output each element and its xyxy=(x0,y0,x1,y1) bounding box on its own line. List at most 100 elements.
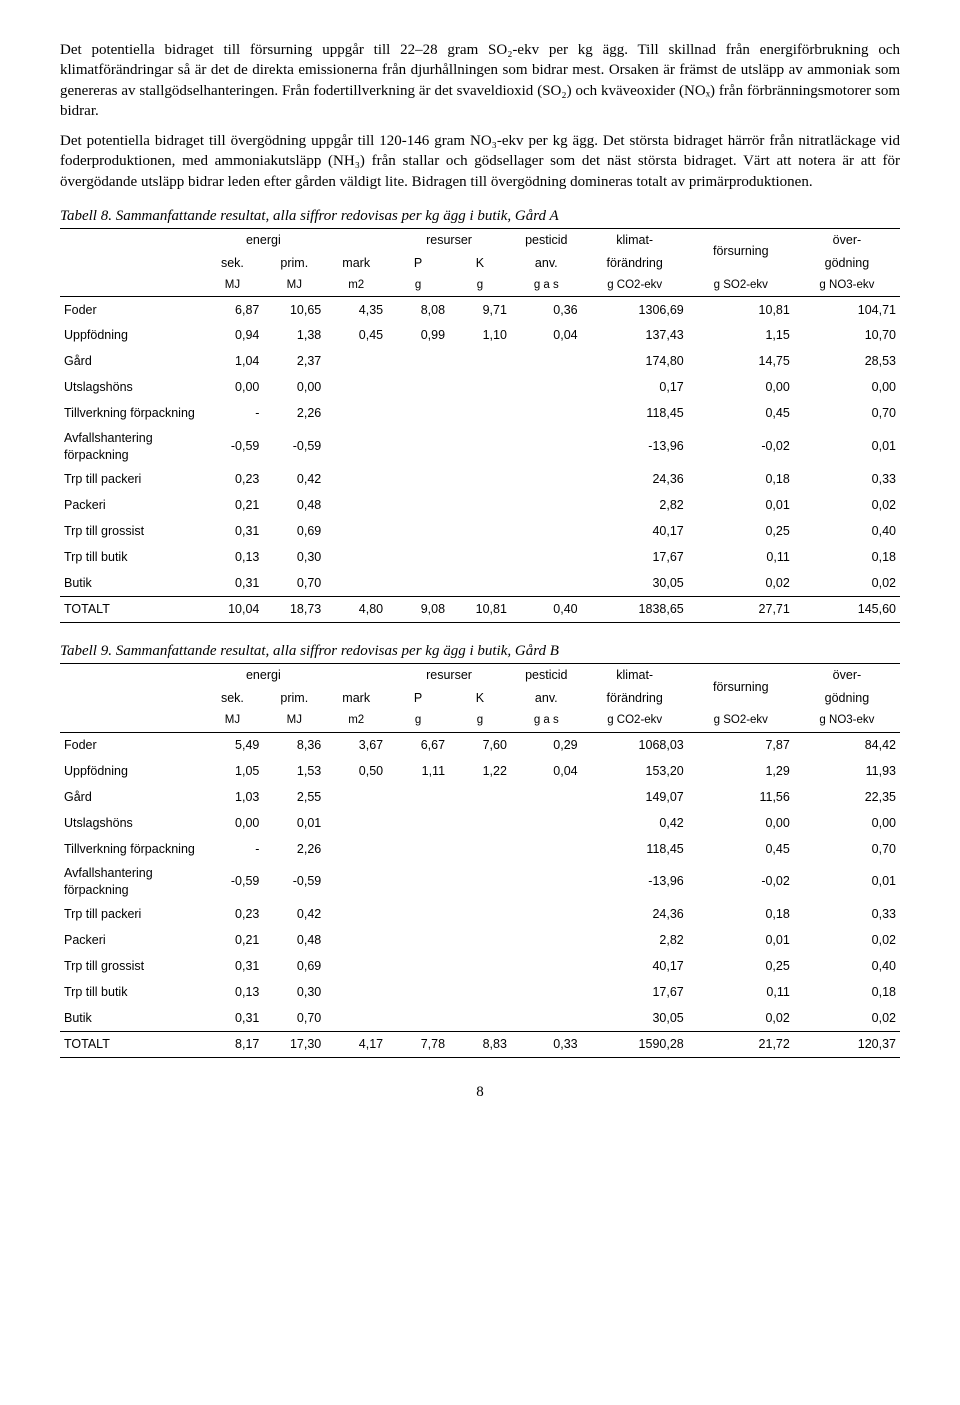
hdr-P: P xyxy=(387,252,449,275)
unit-no3: g NO3-ekv xyxy=(794,275,900,297)
table-row: Uppfödning1,051,530,501,111,220,04153,20… xyxy=(60,758,900,784)
table-row: Trp till grossist0,310,6940,170,250,40 xyxy=(60,519,900,545)
table-row: Trp till butik0,130,3017,670,110,18 xyxy=(60,545,900,571)
hdr-mark: mark xyxy=(325,687,387,710)
table-total-row: TOTALT8,1717,304,177,788,830,331590,2821… xyxy=(60,1032,900,1058)
unit-co2: g CO2-ekv xyxy=(582,710,688,732)
table-row: Utslagshöns0,000,010,420,000,00 xyxy=(60,810,900,836)
row-label: Utslagshöns xyxy=(60,375,201,401)
row-label: Butik xyxy=(60,571,201,597)
hdr-resurser: resurser xyxy=(387,229,511,252)
hdr-anv: anv. xyxy=(511,687,582,710)
unit-so2: g SO2-ekv xyxy=(688,275,794,297)
total-label: TOTALT xyxy=(60,597,201,623)
hdr-forsurning: försurning xyxy=(688,664,794,710)
row-label: Uppfödning xyxy=(60,323,201,349)
row-label: Trp till grossist xyxy=(60,519,201,545)
table-row: Tillverkning förpackning-2,26118,450,450… xyxy=(60,401,900,427)
table-row: Avfallshantering förpackning-0,59-0,59-1… xyxy=(60,862,900,902)
unit-g2: g xyxy=(449,275,511,297)
row-label: Trp till butik xyxy=(60,980,201,1006)
table-row: Foder6,8710,654,358,089,710,361306,6910,… xyxy=(60,297,900,323)
row-label: Tillverkning förpackning xyxy=(60,401,201,427)
hdr-sek: sek. xyxy=(201,687,263,710)
row-label: Gård xyxy=(60,349,201,375)
table9-caption: Tabell 9. Sammanfattande resultat, alla … xyxy=(60,641,900,661)
table-row: Trp till grossist0,310,6940,170,250,40 xyxy=(60,954,900,980)
table8-caption: Tabell 8. Sammanfattande resultat, alla … xyxy=(60,206,900,226)
unit-mj1: MJ xyxy=(201,710,263,732)
unit-no3: g NO3-ekv xyxy=(794,710,900,732)
unit-gas: g a s xyxy=(511,710,582,732)
row-label: Gård xyxy=(60,784,201,810)
hdr-prim: prim. xyxy=(263,687,325,710)
total-label: TOTALT xyxy=(60,1032,201,1058)
hdr-pesticid: pesticid xyxy=(511,664,582,687)
hdr-K: K xyxy=(449,252,511,275)
row-label: Foder xyxy=(60,732,201,758)
table-row: Butik0,310,7030,050,020,02 xyxy=(60,1006,900,1032)
table-row: Trp till packeri0,230,4224,360,180,33 xyxy=(60,467,900,493)
table-row: Packeri0,210,482,820,010,02 xyxy=(60,493,900,519)
table-row: Foder5,498,363,676,677,600,291068,037,87… xyxy=(60,732,900,758)
unit-mj2: MJ xyxy=(263,710,325,732)
unit-mj2: MJ xyxy=(263,275,325,297)
unit-g2: g xyxy=(449,710,511,732)
row-label: Uppfödning xyxy=(60,758,201,784)
row-label: Avfallshantering förpackning xyxy=(60,427,201,467)
table9: energiresurserpesticidklimat-försurningö… xyxy=(60,663,900,1058)
hdr-klimat: klimat- xyxy=(582,229,688,252)
table-row: Tillverkning förpackning-2,26118,450,450… xyxy=(60,836,900,862)
hdr-forsurning: försurning xyxy=(688,229,794,275)
hdr-anv: anv. xyxy=(511,252,582,275)
table8: energi resurserpesticidklimat-försurningö… xyxy=(60,228,900,623)
row-label: Avfallshantering förpackning xyxy=(60,862,201,902)
table-row: Trp till packeri0,230,4224,360,180,33 xyxy=(60,902,900,928)
hdr-over: över- xyxy=(794,664,900,687)
unit-m2: m2 xyxy=(325,275,387,297)
row-label: Trp till butik xyxy=(60,545,201,571)
hdr-forandring: förändring xyxy=(582,252,688,275)
paragraph-1: Det potentiella bidraget till försurning… xyxy=(60,40,900,121)
table-row: Uppfödning0,941,380,450,991,100,04137,43… xyxy=(60,323,900,349)
table-row: Avfallshantering förpackning-0,59-0,59-1… xyxy=(60,427,900,467)
hdr-K: K xyxy=(449,687,511,710)
table-row: Trp till butik0,130,3017,670,110,18 xyxy=(60,980,900,1006)
row-label: Tillverkning förpackning xyxy=(60,836,201,862)
unit-gas: g a s xyxy=(511,275,582,297)
table-total-row: TOTALT10,0418,734,809,0810,810,401838,65… xyxy=(60,597,900,623)
unit-g1: g xyxy=(387,275,449,297)
row-label: Trp till grossist xyxy=(60,954,201,980)
unit-so2: g SO2-ekv xyxy=(688,710,794,732)
row-label: Trp till packeri xyxy=(60,902,201,928)
hdr-godning: gödning xyxy=(794,687,900,710)
paragraph-2: Det potentiella bidraget till övergödnin… xyxy=(60,131,900,192)
row-label: Butik xyxy=(60,1006,201,1032)
hdr-energi: energi xyxy=(201,229,325,252)
hdr-mark: mark xyxy=(325,252,387,275)
hdr-klimat: klimat- xyxy=(582,664,688,687)
unit-co2: g CO2-ekv xyxy=(582,275,688,297)
hdr-P: P xyxy=(387,687,449,710)
hdr-resurser: resurser xyxy=(387,664,511,687)
hdr-pesticid: pesticid xyxy=(511,229,582,252)
row-label: Packeri xyxy=(60,928,201,954)
unit-mj1: MJ xyxy=(201,275,263,297)
hdr-sek: sek. xyxy=(201,252,263,275)
table-row: Gård1,032,55149,0711,5622,35 xyxy=(60,784,900,810)
table-row: Utslagshöns0,000,000,170,000,00 xyxy=(60,375,900,401)
hdr-forandring: förändring xyxy=(582,687,688,710)
page-number: 8 xyxy=(60,1082,900,1102)
row-label: Utslagshöns xyxy=(60,810,201,836)
unit-g1: g xyxy=(387,710,449,732)
row-label: Trp till packeri xyxy=(60,467,201,493)
unit-m2: m2 xyxy=(325,710,387,732)
row-label: Foder xyxy=(60,297,201,323)
table-row: Butik0,310,7030,050,020,02 xyxy=(60,571,900,597)
table-row: Gård1,042,37174,8014,7528,53 xyxy=(60,349,900,375)
hdr-prim: prim. xyxy=(263,252,325,275)
hdr-godning: gödning xyxy=(794,252,900,275)
hdr-over: över- xyxy=(794,229,900,252)
table-row: Packeri0,210,482,820,010,02 xyxy=(60,928,900,954)
row-label: Packeri xyxy=(60,493,201,519)
